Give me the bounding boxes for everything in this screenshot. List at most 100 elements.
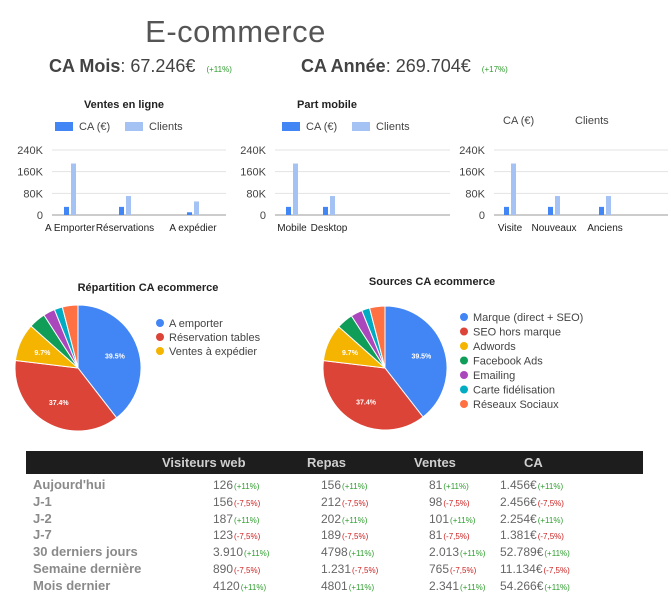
slice-label: 9.7% xyxy=(34,350,51,357)
pie-slice xyxy=(322,360,424,431)
kpi-ca-mois-label: CA Mois xyxy=(49,56,121,76)
table-cell-value: 98 xyxy=(429,494,443,509)
table-cell: 890(-7,5%) xyxy=(213,562,260,576)
table-row-label: J-2 xyxy=(33,510,52,526)
bar xyxy=(71,163,76,215)
table-cell-change: (-7,5%) xyxy=(537,498,564,508)
slice-label: 9.7% xyxy=(342,350,359,357)
table-cell-value: 1.381€ xyxy=(500,528,537,543)
table-cell: 11.134€(-7,5%) xyxy=(500,562,570,576)
slice-label: 39.5% xyxy=(411,354,432,361)
x-tick-label: Réservations xyxy=(96,223,154,234)
legend-dot xyxy=(156,333,164,341)
bar xyxy=(599,206,604,215)
table-cell-change: (+11%) xyxy=(348,549,375,559)
table-cell-value: 123 xyxy=(213,528,234,543)
table-cell-change: (-7,5%) xyxy=(443,498,470,508)
legend-label: Facebook Ads xyxy=(473,356,543,368)
table-cell-change: (+11%) xyxy=(537,515,564,525)
chart-title: Sources CA ecommerce xyxy=(369,276,495,288)
legend-label: Réservation tables xyxy=(169,332,261,344)
legend-swatch xyxy=(282,122,300,131)
x-tick-label: Desktop xyxy=(311,223,348,234)
chart-title: Part mobile xyxy=(297,99,357,111)
y-tick-label: 80K xyxy=(23,188,43,200)
table-cell: 4120(+11%) xyxy=(213,579,266,593)
table-cell-change: (-7,5%) xyxy=(450,566,477,575)
table-cell-value: 3.910 xyxy=(213,545,244,560)
legend-label: Marque (direct + SEO) xyxy=(473,312,583,324)
table-cell-value: 54.266€ xyxy=(500,578,544,593)
table-cell: 189(-7,5%) xyxy=(321,528,368,542)
kpi-ca-mois: CA Mois: 67.246€ (+11%) xyxy=(49,56,232,76)
legend-dot xyxy=(460,371,468,379)
table-cell-value: 2.013 xyxy=(429,545,460,560)
table-cell: 1.456€(+11%) xyxy=(500,478,563,492)
pie-slice xyxy=(384,305,448,418)
table-row-label: J-7 xyxy=(33,527,52,543)
y-tick-label: 240K xyxy=(17,145,43,157)
table-cell-change: (+11%) xyxy=(537,482,564,491)
table-cell-change: (+11%) xyxy=(544,549,570,559)
kpi-ca-mois-change: (+11%) xyxy=(206,65,232,74)
table-cell-value: 4120 xyxy=(213,578,240,593)
table-cell: 2.013(+11%) xyxy=(429,545,485,559)
table-cell: 2.341(+11%) xyxy=(429,579,485,593)
bar-chart-ventes-en-ligne: Ventes en ligne CA (€) Clients 240K 160K 80K 0… xyxy=(17,99,226,234)
table-cell-value: 1.456€ xyxy=(500,478,537,492)
legend-label: Clients xyxy=(575,115,609,127)
table-cell: 1.381€(-7,5%) xyxy=(500,528,564,542)
legend-dot xyxy=(460,313,468,321)
legend-swatch xyxy=(352,122,370,131)
bar-chart-visiteurs: CA (€) Clients 240K 160K 80K 0 Visite Nouveaux A… xyxy=(459,115,668,234)
table-header-bar xyxy=(26,451,643,474)
table-column-header: Visiteurs web xyxy=(162,455,246,470)
table-cell: 765(-7,5%) xyxy=(429,562,476,576)
table-cell-value: 2.341 xyxy=(429,578,460,593)
table-cell-change: (+11%) xyxy=(234,515,260,525)
table-cell: 123(-7,5%) xyxy=(213,528,260,542)
table-cell-value: 2.456€ xyxy=(500,494,537,509)
table-cell: 1.231(-7,5%) xyxy=(321,562,378,576)
bar xyxy=(293,163,298,215)
pie-slice xyxy=(368,305,386,369)
table-cell-value: 11.134€ xyxy=(500,562,543,576)
table-cell: 81(-7,5%) xyxy=(429,528,470,542)
table-cell-change: (+11%) xyxy=(450,515,476,525)
table-cell-change: (+11%) xyxy=(544,582,570,592)
table-cell: 2.254€(+11%) xyxy=(500,512,563,526)
bar xyxy=(511,163,516,215)
table-row-label: Mois dernier xyxy=(33,577,111,593)
legend-label: A emporter xyxy=(169,318,223,330)
table-cell-value: 126 xyxy=(213,478,234,492)
bar xyxy=(555,196,560,215)
table-column-header: CA xyxy=(524,455,543,470)
table-cell-value: 156 xyxy=(321,478,342,492)
y-tick-label: 160K xyxy=(459,167,485,179)
x-tick-label: Mobile xyxy=(277,223,307,234)
legend-dot xyxy=(156,319,164,327)
table-cell-change: (+11%) xyxy=(348,582,375,592)
table-cell-change: (-7,5%) xyxy=(342,532,369,542)
legend-swatch xyxy=(125,122,143,131)
legend-label: Clients xyxy=(376,121,410,133)
bar xyxy=(64,206,69,215)
table-cell-change: (-7,5%) xyxy=(537,532,564,542)
table-cell: 2.456€(-7,5%) xyxy=(500,495,564,509)
table-cell: 187(+11%) xyxy=(213,512,259,526)
table-cell: 52.789€(+11%) xyxy=(500,545,570,559)
table-cell-change: (+11%) xyxy=(240,582,267,592)
table-cell-change: (+11%) xyxy=(342,482,368,491)
table-cell-value: 81 xyxy=(429,528,443,543)
table-row-label: J-1 xyxy=(33,493,52,509)
y-tick-label: 160K xyxy=(17,167,43,179)
table-cell-value: 4801 xyxy=(321,578,348,593)
table-cell-value: 187 xyxy=(213,511,234,526)
table-cell-value: 890 xyxy=(213,562,234,576)
table-cell-change: (+11%) xyxy=(342,515,368,525)
slice-label: 37.4% xyxy=(356,399,377,406)
bar-chart-part-mobile: Part mobile CA (€) Clients 240K 160K 80K 0 Mobi… xyxy=(240,99,450,234)
x-tick-label: Anciens xyxy=(587,223,623,234)
table-cell-change: (-7,5%) xyxy=(352,566,379,575)
y-tick-label: 80K xyxy=(465,188,485,200)
